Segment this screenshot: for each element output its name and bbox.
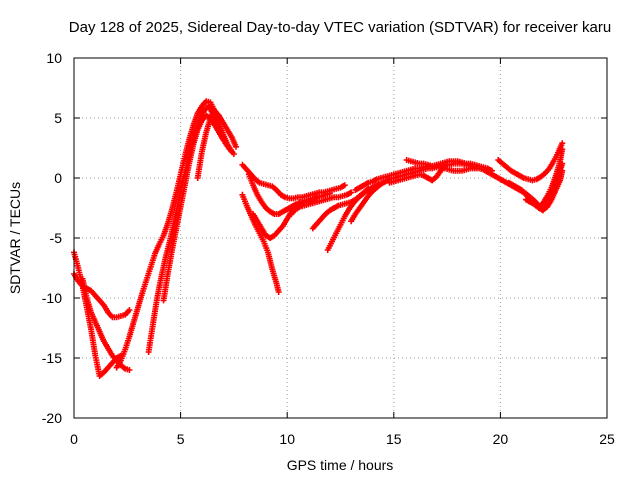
x-tick-label: 10 bbox=[279, 431, 295, 447]
axis-ticks: 0 5 10 15 20 25 -20 -15 -10 -5 0 5 10 bbox=[42, 50, 615, 447]
data-points bbox=[71, 98, 566, 379]
x-tick-label: 25 bbox=[599, 431, 615, 447]
y-tick-label: 10 bbox=[46, 50, 62, 66]
data-point bbox=[126, 367, 133, 373]
data-point bbox=[233, 143, 240, 150]
y-tick-label: -20 bbox=[42, 410, 62, 426]
data-point bbox=[341, 182, 348, 189]
x-axis-label: GPS time / hours bbox=[287, 457, 394, 473]
data-point bbox=[348, 189, 355, 196]
plot-frame bbox=[73, 57, 608, 419]
grid-lines bbox=[74, 58, 607, 418]
x-tick-label: 15 bbox=[386, 431, 402, 447]
y-axis-label: SDTVAR / TECUs bbox=[7, 182, 23, 294]
data-point bbox=[275, 289, 282, 295]
y-tick-label: 0 bbox=[54, 170, 62, 186]
y-tick-label: -15 bbox=[42, 350, 62, 366]
data-point bbox=[126, 307, 133, 313]
x-tick-label: 20 bbox=[493, 431, 509, 447]
y-tick-label: 5 bbox=[54, 110, 62, 126]
data-point bbox=[230, 151, 237, 157]
data-point bbox=[559, 140, 566, 147]
y-tick-label: -10 bbox=[42, 290, 62, 306]
chart-title: Day 128 of 2025, Sidereal Day-to-day VTE… bbox=[69, 19, 611, 36]
y-tick-label: -5 bbox=[50, 230, 63, 246]
data-point bbox=[559, 146, 566, 153]
x-tick-label: 5 bbox=[177, 431, 185, 447]
x-tick-label: 0 bbox=[70, 431, 78, 447]
data-point bbox=[220, 136, 227, 143]
